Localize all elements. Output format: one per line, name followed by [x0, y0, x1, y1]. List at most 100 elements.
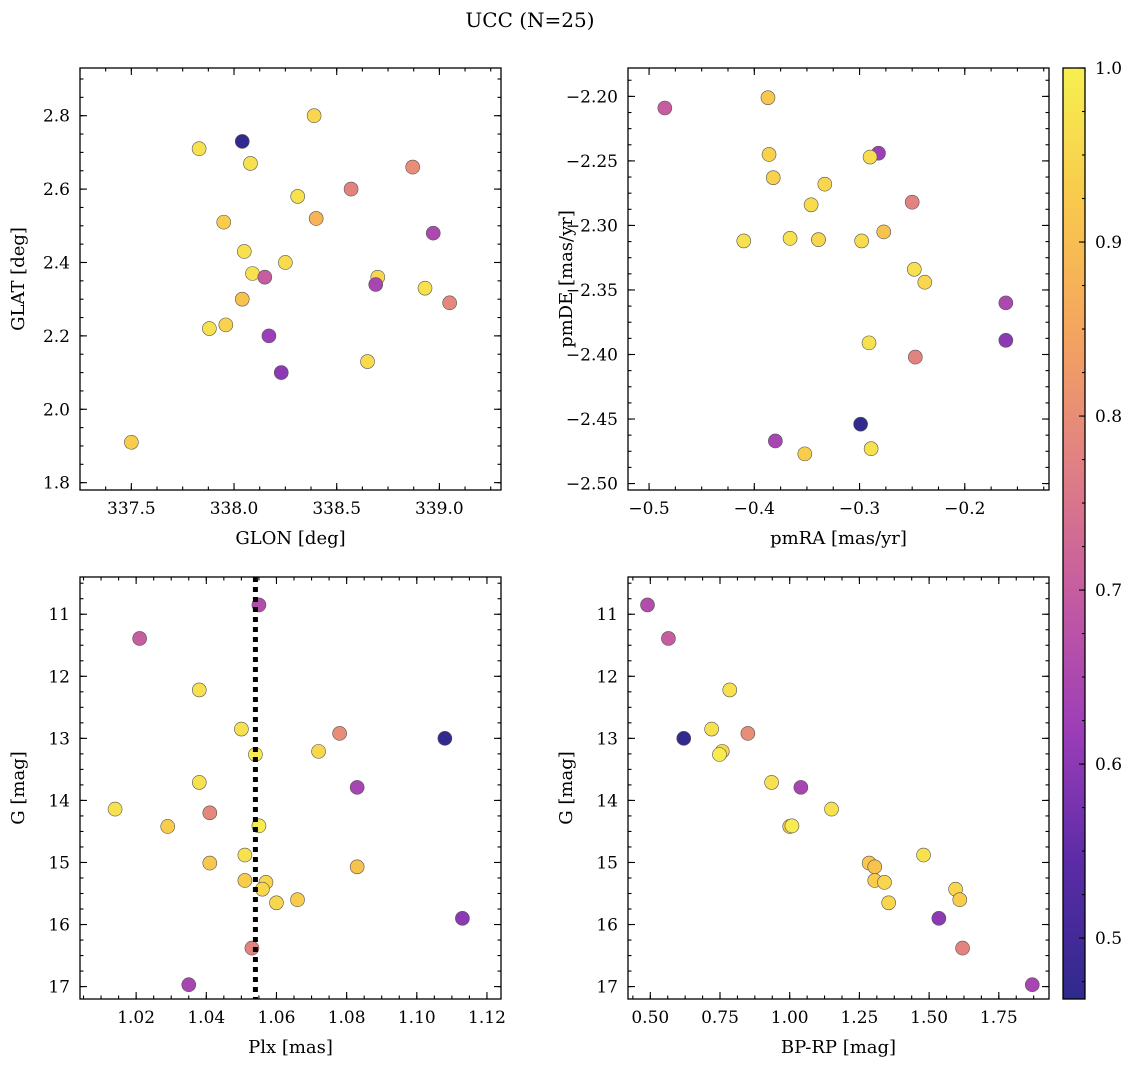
y-tick-label: 14: [596, 791, 618, 811]
plot-frame: [79, 67, 502, 491]
y-tick-label: −2.50: [566, 475, 618, 495]
panel-top-left: 337.5 338.0 338.5 339.0 1.8 2.0 2.2 2.4 2.6 2.8 GL…: [8, 67, 502, 549]
plot-frame: [627, 67, 1050, 491]
x-tick-label: 0.50: [631, 1008, 669, 1028]
scatter-point: [234, 291, 250, 307]
scatter-point: [657, 100, 673, 116]
scatter-point: [257, 269, 273, 285]
x-tick-label: 1.04: [187, 1008, 225, 1028]
scatter-point: [661, 631, 676, 646]
x-tick-label: 0.75: [701, 1008, 739, 1028]
x-tick-label: 1.12: [468, 1008, 506, 1028]
scatter-point: [704, 721, 719, 737]
y-tick-label: 15: [596, 853, 618, 873]
scatter-point: [107, 801, 123, 817]
scatter-point: [405, 159, 420, 175]
scatter-point: [132, 631, 147, 646]
scatter-point: [931, 911, 947, 926]
scatter-point: [782, 231, 798, 246]
scatter-point: [278, 255, 293, 270]
scatter-point: [811, 232, 826, 247]
x-tick-label: −0.4: [734, 499, 775, 519]
scatter-point: [768, 433, 783, 449]
scatter-point: [793, 780, 809, 795]
scatter-point: [803, 197, 819, 213]
scatter-point: [853, 416, 868, 432]
scatter-point: [760, 90, 776, 105]
scatter-point: [854, 233, 869, 249]
scatter-point: [916, 847, 931, 863]
scatter-point: [160, 819, 176, 834]
x-tick-label: 1.50: [910, 1008, 948, 1028]
scatter-point: [237, 873, 253, 888]
y-tick-label: 2.2: [43, 327, 70, 347]
x-tick-label: 1.06: [258, 1008, 296, 1028]
scatter-point: [417, 280, 433, 296]
scatter-point: [360, 354, 375, 369]
scatter-point: [455, 911, 470, 926]
scatter-point: [311, 744, 326, 759]
scatter-point: [908, 349, 923, 365]
y-tick-label: 11: [596, 605, 618, 625]
scatter-point: [764, 775, 779, 790]
scatter-point: [1024, 977, 1040, 993]
colorbar-tick-label: 0.7: [1095, 581, 1122, 601]
x-tick-label: 1.00: [771, 1008, 809, 1028]
x-tick-label: 1.10: [398, 1008, 436, 1028]
y-tick-label: 1.8: [43, 474, 70, 494]
scatter-point: [904, 194, 920, 210]
scatter-point: [290, 189, 305, 204]
scatter-point: [640, 597, 655, 613]
y-tick-label: 17: [48, 978, 70, 998]
y-tick-label: −2.25: [566, 152, 618, 172]
scatter-point: [181, 977, 197, 993]
x-axis-label: pmRA [mas/yr]: [770, 528, 907, 549]
x-tick-label: 1.02: [117, 1008, 155, 1028]
scatter-point: [191, 775, 207, 790]
y-tick-label: 2.8: [43, 107, 70, 127]
scatter-point: [124, 434, 139, 450]
x-tick-label: −0.5: [628, 499, 669, 519]
scatter-point: [437, 731, 453, 746]
scatter-point: [722, 682, 738, 698]
y-tick-label: 13: [48, 729, 70, 749]
panel-bottom-right: 0.50 0.75 1.00 1.25 1.50 1.75 11 12 13 14 15 16 17 BP…: [556, 576, 1050, 1058]
plot-frame: [79, 576, 502, 1000]
colorbar-gradient: [1062, 67, 1086, 1000]
scatter-point: [765, 170, 781, 185]
scatter-point: [881, 895, 896, 911]
scatter-point: [861, 335, 877, 351]
scatter-point: [349, 780, 365, 795]
scatter-point: [425, 225, 441, 241]
scatter-point: [218, 317, 234, 333]
scatter-point: [273, 365, 289, 380]
scatter-point: [797, 446, 813, 462]
y-axis-label: G [mag]: [556, 751, 577, 824]
x-tick-label: −0.2: [944, 499, 985, 519]
scatter-point: [306, 108, 322, 124]
panel-top-right: −0.5 −0.4 −0.3 −0.2 −2.50 −2.45 −2.40 −2.35 −2.3…: [556, 67, 1050, 549]
scatter-point: [202, 805, 218, 821]
scatter-point: [191, 682, 207, 698]
scatter-point: [245, 266, 260, 281]
scatter-point: [824, 801, 839, 817]
scatter-point: [877, 875, 892, 890]
scatter-point: [202, 321, 217, 336]
scatter-point: [349, 859, 365, 875]
scatter-point: [243, 156, 258, 171]
panel-bottom-left: 1.02 1.04 1.06 1.08 1.10 1.12 11 12 13 14 15 16 17 Pl…: [8, 576, 506, 1058]
colorbar-tick-label: 0.5: [1095, 929, 1122, 949]
y-tick-label: 2.6: [43, 180, 70, 200]
y-tick-label: 16: [596, 916, 618, 936]
scatter-point: [784, 818, 800, 834]
figure-title: UCC (N=25): [465, 8, 594, 32]
y-tick-label: 2.0: [43, 400, 70, 420]
scatter-point: [234, 134, 250, 149]
scatter-point: [332, 726, 347, 741]
panels: 337.5 338.0 338.5 339.0 1.8 2.0 2.2 2.4 2.6 2.8 GL…: [8, 67, 1050, 1058]
colorbar-tick-label: 0.6: [1095, 755, 1122, 775]
y-tick-label: 17: [596, 978, 618, 998]
scatter-point: [216, 214, 232, 230]
colorbar-tick-label: 1.0: [1095, 59, 1122, 79]
